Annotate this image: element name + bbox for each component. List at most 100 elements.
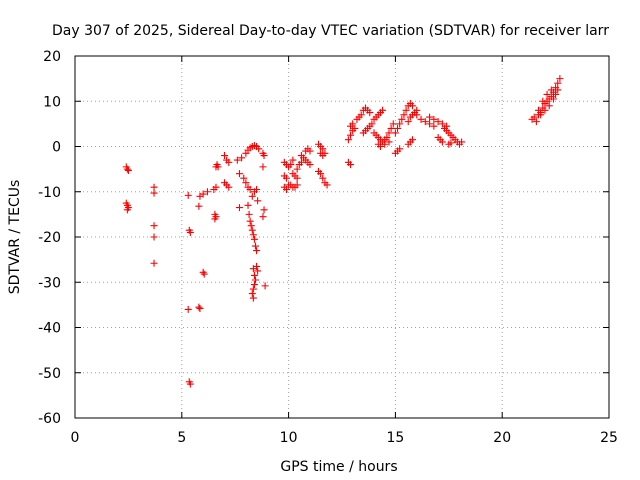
- data-point: [413, 111, 421, 119]
- data-point: [250, 235, 258, 243]
- data-point: [387, 124, 395, 132]
- data-point: [396, 120, 404, 128]
- data-point: [233, 156, 241, 164]
- data-point: [323, 181, 331, 189]
- x-tick-label: 5: [177, 430, 186, 446]
- data-point: [150, 222, 158, 230]
- data-point: [430, 122, 438, 130]
- data-point: [225, 158, 233, 166]
- data-point: [379, 106, 387, 114]
- data-point: [545, 102, 553, 110]
- data-point: [438, 120, 446, 128]
- y-tick-label: -30: [38, 275, 61, 291]
- data-point: [381, 140, 389, 148]
- x-tick-label: 25: [600, 430, 618, 446]
- data-point: [389, 120, 397, 128]
- data-point: [249, 231, 257, 239]
- data-point: [535, 106, 543, 114]
- data-point: [246, 185, 254, 193]
- data-point: [244, 201, 252, 209]
- data-point: [426, 113, 434, 121]
- data-point: [246, 217, 254, 225]
- data-point: [532, 118, 540, 126]
- data-point: [408, 102, 416, 110]
- axis-ticks: 0 5 10 15 20 25 -60 -50 -40 -30 -20 -10 0 10 20: [38, 49, 618, 446]
- y-tick-label: 0: [52, 140, 61, 156]
- data-point: [430, 115, 438, 123]
- data-point: [251, 276, 259, 284]
- y-tick-label: -10: [38, 185, 61, 201]
- data-point: [214, 163, 222, 171]
- data-point: [293, 174, 301, 182]
- data-point: [402, 106, 410, 114]
- data-point: [396, 145, 404, 153]
- data-point: [199, 190, 207, 198]
- data-points: [122, 75, 564, 388]
- data-point: [195, 202, 203, 210]
- data-point: [150, 233, 158, 241]
- y-tick-label: 20: [43, 49, 61, 65]
- data-point: [394, 124, 402, 132]
- data-point: [235, 170, 243, 178]
- data-point: [319, 145, 327, 153]
- data-point: [417, 115, 425, 123]
- x-tick-label: 20: [493, 430, 511, 446]
- data-point: [245, 210, 253, 218]
- data-point: [254, 197, 262, 205]
- data-point: [196, 304, 204, 312]
- x-tick-label: 15: [386, 430, 404, 446]
- data-point: [195, 303, 203, 311]
- grid: [75, 56, 609, 418]
- data-point: [398, 115, 406, 123]
- data-point: [319, 174, 327, 182]
- data-point: [260, 152, 268, 160]
- data-point: [421, 118, 429, 126]
- data-point: [289, 156, 297, 164]
- data-point: [253, 262, 261, 270]
- data-point: [293, 165, 301, 173]
- data-point: [366, 109, 374, 117]
- data-point: [549, 95, 557, 103]
- data-point: [282, 185, 290, 193]
- data-point: [248, 226, 256, 234]
- data-point: [383, 133, 391, 141]
- data-point: [259, 163, 267, 171]
- data-point: [321, 149, 329, 157]
- data-point: [552, 90, 560, 98]
- data-point: [248, 290, 256, 298]
- data-point: [260, 206, 268, 214]
- data-point: [385, 138, 393, 146]
- data-point: [199, 268, 207, 276]
- data-point: [391, 129, 399, 137]
- data-point: [293, 181, 301, 189]
- data-point: [123, 165, 131, 173]
- data-point: [242, 179, 250, 187]
- y-axis-title: SDTVAR / TECUs: [7, 180, 23, 295]
- data-point: [186, 228, 194, 236]
- data-point: [225, 183, 233, 191]
- data-point: [376, 143, 384, 150]
- data-point: [261, 282, 269, 290]
- data-point: [253, 185, 261, 193]
- data-point: [200, 270, 208, 278]
- y-tick-label: -50: [38, 366, 61, 382]
- data-point: [123, 206, 131, 214]
- data-point: [259, 213, 267, 221]
- data-point: [255, 145, 263, 153]
- data-point: [530, 113, 538, 121]
- data-point: [203, 188, 211, 196]
- data-point: [184, 305, 192, 313]
- data-point: [554, 79, 562, 87]
- data-point: [282, 174, 290, 182]
- data-point: [254, 267, 262, 275]
- data-point: [541, 106, 549, 114]
- chart-title: Day 307 of 2025, Sidereal Day-to-day VTE…: [52, 23, 609, 39]
- data-point: [404, 118, 412, 126]
- data-point: [554, 86, 562, 94]
- data-point: [221, 152, 229, 160]
- data-point: [150, 189, 158, 197]
- data-point: [306, 147, 314, 155]
- data-point: [385, 129, 393, 137]
- data-point: [150, 183, 158, 191]
- data-point: [539, 97, 547, 105]
